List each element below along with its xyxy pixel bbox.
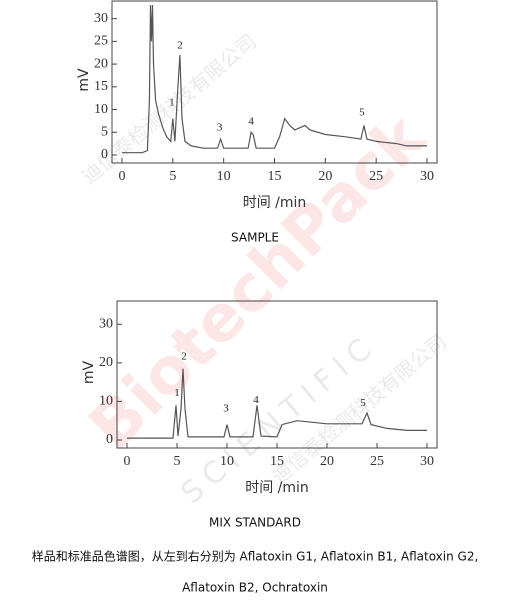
x-tick-label: 0 [124, 454, 131, 469]
chart: 0 10 20 30 0 5 10 15 20 25 30 1 2 3 4 5 时间 /min mV MIX STA… [81, 300, 438, 530]
x-tick-label: 25 [369, 169, 383, 184]
y-tick-label: 0 [106, 432, 113, 447]
x-tick-label: 15 [268, 169, 282, 184]
caption: MIX STANDARD [209, 516, 301, 530]
trace [127, 368, 427, 439]
x-axis-label: 时间 /min [245, 480, 309, 496]
x-tick-label: 10 [217, 169, 231, 184]
x-tick-label: 10 [220, 454, 234, 469]
peak-label: 1 [174, 387, 180, 399]
y-axis-label: mV [76, 68, 92, 92]
x-tick-label: 25 [370, 454, 384, 469]
x-axis-label: 时间 /min [243, 195, 307, 211]
y-tick-label: 0 [101, 147, 108, 162]
peak-label: 1 [169, 96, 175, 108]
peak-label: 5 [359, 106, 365, 118]
y-tick-label: 20 [94, 56, 108, 71]
x-tick-label: 5 [169, 169, 176, 184]
x-tick-label: 20 [318, 169, 332, 184]
peak-label: 4 [248, 115, 254, 127]
x-tick-label: 15 [270, 454, 284, 469]
caption-line: Aflatoxin B2, Ochratoxin [182, 581, 328, 595]
y-tick-label: 30 [99, 317, 113, 332]
y-tick-label: 30 [94, 11, 108, 26]
x-tick-label: 5 [174, 454, 181, 469]
y-tick-label: 20 [99, 355, 113, 370]
y-tick-label: 15 [94, 79, 108, 94]
x-tick-label: 30 [420, 169, 434, 184]
peak-label: 3 [217, 121, 223, 133]
chart: 0 5 10 15 20 25 30 0 5 10 15 20 25 30 1 2 3 4 5 时间 /min mV SA… [76, 0, 438, 245]
peak-label: 5 [360, 397, 366, 409]
peak-label: 2 [181, 351, 187, 363]
caption-line: 样品和标准品色谱图，从左到右分别为 Aflatoxin G1, Aflatoxi… [32, 549, 479, 564]
peak-label: 4 [253, 394, 259, 406]
caption: SAMPLE [231, 231, 279, 245]
x-tick-label: 0 [119, 169, 126, 184]
x-tick-label: 20 [320, 454, 334, 469]
y-axis-label: mV [81, 360, 97, 384]
y-tick-label: 10 [94, 102, 108, 117]
trace [122, 4, 427, 154]
peak-label: 3 [223, 403, 229, 415]
x-tick-label: 30 [420, 454, 434, 469]
peak-label: 2 [177, 39, 183, 51]
y-tick-label: 5 [101, 124, 108, 139]
y-tick-label: 25 [94, 34, 108, 49]
y-tick-label: 10 [99, 394, 113, 409]
